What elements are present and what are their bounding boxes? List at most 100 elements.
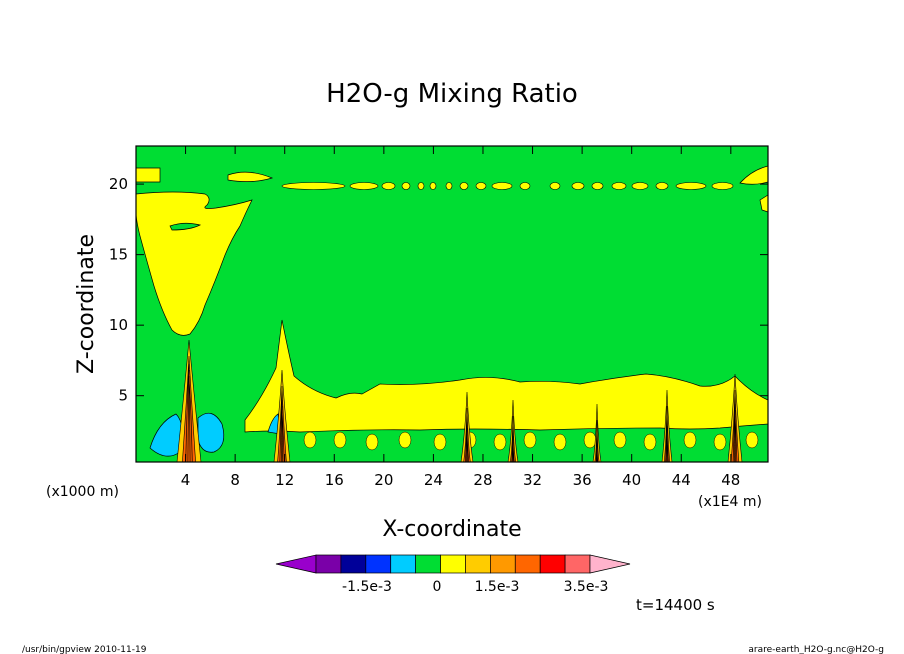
x-tick-label: 44	[672, 471, 691, 489]
colorbar-arrow-left	[275, 554, 317, 574]
surface-blob	[433, 433, 447, 451]
colorbar-swatch	[415, 554, 441, 574]
plume-contour	[280, 399, 283, 463]
plot-frame	[135, 145, 769, 463]
y-tick-label: 20	[109, 175, 128, 193]
upper-dash	[549, 182, 561, 190]
x-tick-label: 20	[374, 471, 393, 489]
surface-blob	[398, 431, 412, 449]
colorbar-swatch	[539, 554, 566, 574]
plume-contour	[465, 415, 468, 463]
surface-blobs	[303, 431, 759, 451]
plume-contour	[466, 421, 468, 463]
x-unit-right: (x1E4 m)	[698, 494, 762, 510]
plume-contour	[666, 431, 669, 463]
y-tick-label: 10	[109, 316, 128, 334]
plume-contour	[185, 363, 190, 463]
surface-blob	[365, 433, 379, 451]
x-tick-label: 36	[573, 471, 592, 489]
colorbar-swatch	[365, 554, 392, 574]
x-tick-label: 16	[325, 471, 344, 489]
y-tick-label: 15	[109, 246, 128, 264]
surface-blob	[553, 433, 567, 451]
colorbar	[275, 554, 631, 574]
x-tick-label: 4	[181, 471, 191, 489]
colorbar-swatch	[440, 554, 466, 574]
left-plume	[135, 191, 253, 336]
colorbar-swatch	[564, 554, 591, 574]
upper-dash	[381, 182, 396, 190]
negative-patch-right	[197, 412, 225, 453]
upper-dash	[591, 182, 604, 190]
upper-dash	[281, 182, 346, 190]
x-tick-label: 32	[523, 471, 542, 489]
x-unit-left: (x1000 m)	[46, 484, 119, 500]
negative-patch-mid	[267, 413, 281, 435]
upper-dash	[429, 182, 437, 190]
plume-contour	[188, 375, 191, 463]
x-axis-label: X-coordinate	[382, 517, 521, 542]
colorbar-swatch	[490, 554, 516, 574]
x-tick-label: 28	[473, 471, 492, 489]
upper-dash	[675, 182, 707, 190]
upper-band-cloud	[227, 171, 274, 182]
x-tick-label: 8	[230, 471, 240, 489]
surface-blob	[303, 431, 317, 449]
plume-contour	[734, 409, 736, 463]
upper-dash	[417, 182, 425, 190]
surface-blob	[613, 431, 627, 449]
plume-contour	[466, 433, 469, 463]
colorbar-arrow-right	[589, 554, 631, 574]
surface-blob	[683, 431, 697, 449]
plume-contour	[734, 403, 736, 463]
upper-dash	[401, 182, 411, 190]
upper-dash	[571, 182, 585, 190]
upper-dash	[631, 182, 649, 190]
colorbar-swatch	[514, 554, 541, 574]
contour-plumes	[176, 339, 743, 463]
upper-dash	[445, 182, 453, 190]
footer-left: /usr/bin/gpview 2010-11-19	[22, 645, 147, 654]
colorbar-swatch	[390, 554, 416, 574]
surface-blob	[745, 431, 759, 449]
y-axis-label: Z-coordinate	[74, 234, 99, 374]
colorbar-swatch	[315, 554, 342, 574]
x-tick-label: 40	[622, 471, 641, 489]
surface-blob	[643, 433, 657, 451]
plume-contour	[511, 423, 514, 463]
plume-contour	[466, 427, 468, 463]
upper-dash	[349, 182, 379, 190]
footer-right: arare-earth_H2O-g.nc@H2O-g	[748, 645, 884, 654]
x-tick-label: 12	[275, 471, 294, 489]
y-axis-ticks: 5 10 15 20	[109, 175, 768, 405]
upper-dash	[475, 182, 487, 190]
plume-contour	[281, 405, 284, 463]
upper-band-left	[135, 167, 161, 183]
plume-contour	[734, 415, 738, 463]
upper-dash	[491, 182, 513, 190]
surface-blob	[523, 431, 537, 449]
x-tick-label: 48	[721, 471, 740, 489]
plume-contour	[188, 381, 193, 463]
plume-contour	[281, 411, 285, 463]
colorbar-label: 3.5e-3	[564, 579, 609, 595]
lower-band	[244, 319, 769, 433]
upper-dash	[655, 182, 669, 190]
upper-dash	[519, 182, 531, 190]
x-tick-label: 24	[424, 471, 443, 489]
upper-dash	[611, 182, 627, 190]
surface-blob	[713, 433, 727, 451]
plume-contour	[665, 413, 668, 463]
colorbar-label: -1.5e-3	[342, 579, 392, 595]
surface-blob	[333, 431, 347, 449]
x-axis-ticks: 4 8 12 16 20 24 28 32 36 40 44 48	[181, 146, 740, 489]
upper-dashes	[281, 182, 734, 190]
upper-dash	[459, 182, 469, 190]
surface-blob	[493, 433, 507, 451]
time-label: t=14400 s	[636, 596, 715, 614]
upper-dash	[711, 182, 734, 190]
y-tick-label: 5	[118, 387, 128, 405]
left-plume-hole	[169, 222, 202, 231]
